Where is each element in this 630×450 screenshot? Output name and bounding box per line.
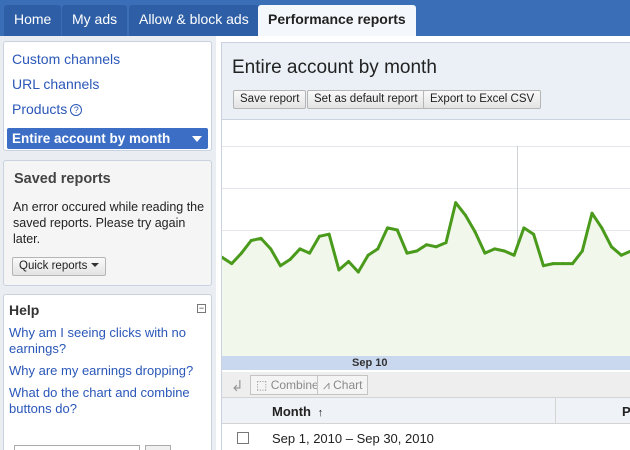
chart-point (288, 257, 292, 261)
set-default-report-button[interactable]: Set as default report (307, 90, 425, 109)
chart-point (610, 245, 613, 249)
chart-date-axis: Sep 10 (222, 356, 630, 370)
chart-point (356, 270, 360, 274)
sort-ascending-icon: ↑ (317, 407, 324, 419)
chart-point (590, 211, 594, 215)
back-arrow-icon[interactable]: ↲ (231, 378, 244, 395)
chart-point (425, 243, 428, 247)
chart-point (512, 253, 516, 257)
chart-point (502, 249, 506, 253)
help-search-input[interactable] (14, 445, 140, 450)
chart-icon: ⩘ (323, 378, 330, 392)
column-header-month[interactable]: Month ↑ (272, 404, 323, 419)
save-report-button[interactable]: Save report (233, 90, 307, 109)
chart-point (493, 247, 497, 251)
collapse-icon[interactable]: − (197, 303, 206, 313)
chart-point (259, 236, 263, 240)
chart-point (278, 264, 282, 268)
sidebar-item-label: Entire account by month (12, 131, 171, 146)
chart-point (249, 239, 253, 242)
column-header-label: Month (272, 404, 311, 419)
chart-toolbar: ↲ ⬚ Combine ⩘ Chart (222, 372, 630, 398)
table-header: Month ↑ P (222, 398, 630, 450)
chart-point (522, 226, 526, 230)
chart-point (434, 245, 438, 249)
table-row: Sep 1, 2010 – Sep 30, 2010 (222, 424, 630, 450)
chart-point (415, 249, 419, 253)
chart-point (532, 232, 536, 236)
chart-point (366, 253, 370, 257)
chart-point (222, 255, 224, 259)
chart-point (571, 262, 575, 266)
report-nav-box: Custom channels URL channels Products? E… (3, 41, 212, 151)
sidebar-item-custom-channels[interactable]: Custom channels (12, 51, 121, 67)
help-link-clicks-no-earnings[interactable]: Why am I seeing clicks with no earnings? (9, 325, 187, 356)
report-header: Entire account by month Save report Set … (222, 42, 630, 120)
chart-point (561, 262, 565, 266)
export-csv-button[interactable]: Export to Excel CSV (423, 90, 542, 109)
saved-reports-error: An error occured while reading the saved… (13, 200, 205, 246)
chart-point (444, 241, 448, 245)
sidebar-item-label: Products (12, 101, 68, 117)
chart-point (600, 226, 604, 230)
combine-icon: ⬚ (256, 378, 268, 392)
tab-home[interactable]: Home (4, 5, 62, 36)
chart-point (240, 251, 243, 255)
chart-label: Chart (333, 378, 363, 392)
help-question-icon[interactable]: ? (70, 104, 83, 116)
chart-point (405, 251, 409, 255)
help-link-chart-combine[interactable]: What do the chart and combine buttons do… (9, 385, 190, 416)
chart-point (298, 247, 302, 251)
chart-button[interactable]: ⩘ Chart (317, 375, 369, 395)
performance-chart (222, 146, 630, 356)
tab-allow-block-ads[interactable]: Allow & block ads (129, 5, 259, 36)
help-link-earnings-dropping[interactable]: Why are my earnings dropping? (9, 363, 194, 378)
chart-point (580, 249, 584, 253)
chart-point (619, 253, 623, 257)
chart-point (230, 262, 234, 266)
chart-point (327, 232, 331, 236)
chart-point (317, 234, 321, 238)
chart-point (269, 247, 273, 251)
chart-point (454, 201, 458, 205)
chart-point (386, 226, 389, 230)
left-column: Custom channels URL channels Products? E… (0, 36, 216, 450)
chart-point (483, 251, 487, 255)
help-box: Help − Why am I seeing clicks with no ea… (3, 294, 212, 450)
page-title: Entire account by month (232, 57, 437, 78)
report-panel: Entire account by month Save report Set … (221, 42, 630, 450)
chevron-down-icon[interactable] (192, 136, 202, 142)
chart-point (395, 228, 399, 232)
top-nav: Home My ads Allow & block ads Performanc… (0, 0, 630, 36)
quick-reports-label: Quick reports (19, 260, 88, 272)
sidebar-item-url-channels[interactable]: URL channels (12, 76, 100, 92)
chart-point (337, 268, 341, 272)
row-checkbox[interactable] (237, 432, 249, 444)
sidebar-item-entire-account-by-month[interactable]: Entire account by month (7, 128, 208, 149)
chart-point (308, 251, 312, 255)
help-title: Help (9, 302, 40, 318)
quick-reports-button[interactable]: Quick reports (12, 257, 107, 276)
tab-performance-reports[interactable]: Performance reports (258, 5, 416, 36)
saved-reports-box: Saved reports An error occured while rea… (3, 160, 212, 286)
combine-label: Combine (270, 378, 319, 392)
chart-point (347, 260, 351, 263)
tab-my-ads[interactable]: My ads (62, 5, 128, 36)
chart-point (551, 262, 555, 266)
chart-area-fill (222, 202, 630, 356)
dropdown-arrow-icon (91, 263, 100, 267)
x-tick-label: Sep 10 (352, 357, 388, 369)
chart-point (464, 213, 467, 217)
column-header-p[interactable]: P (622, 404, 630, 419)
row-month-range: Sep 1, 2010 – Sep 30, 2010 (272, 431, 434, 446)
chart-point (376, 247, 380, 251)
sidebar-item-products[interactable]: Products? (12, 101, 83, 117)
saved-reports-title: Saved reports (14, 171, 111, 187)
help-search-button[interactable] (145, 445, 171, 450)
combine-button[interactable]: ⬚ Combine (250, 375, 325, 395)
chart-point (541, 264, 545, 268)
chart-point (473, 230, 477, 234)
